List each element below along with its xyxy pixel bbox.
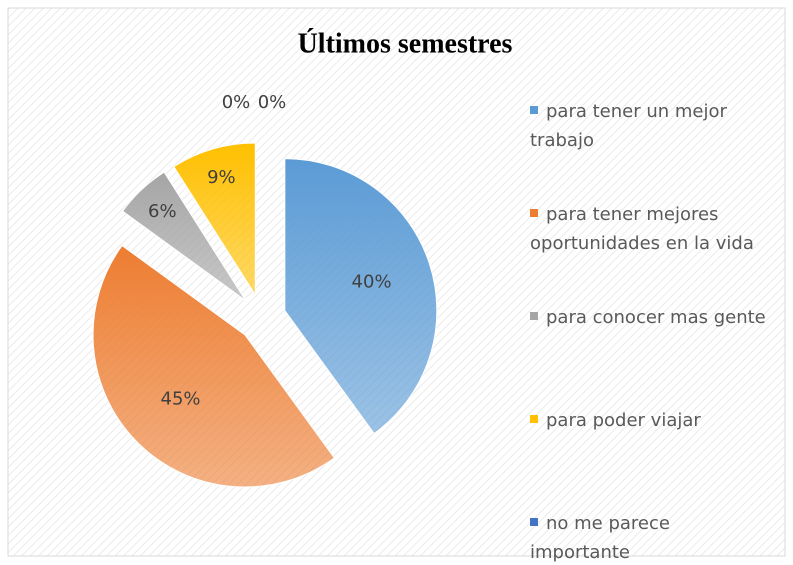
legend-swatch	[530, 209, 538, 217]
data-label: 45%	[161, 388, 201, 409]
legend-entry: para tener mejores oportunidades en la v…	[530, 200, 770, 258]
pie-slice	[173, 142, 256, 297]
pie-slice	[92, 244, 336, 488]
pie-slice	[284, 158, 438, 435]
data-label: 6%	[148, 201, 177, 222]
legend-label: para tener mejores oportunidades en la v…	[530, 204, 754, 254]
legend-label: para conocer mas gente	[546, 307, 766, 328]
legend-entry: no me parece importante	[530, 509, 770, 565]
data-label: 40%	[352, 271, 392, 292]
pie-slice	[121, 171, 246, 301]
legend-swatch	[530, 415, 538, 423]
legend-swatch	[530, 518, 538, 526]
legend-label: para poder viajar	[546, 410, 701, 431]
legend-label: no me parece importante	[530, 513, 670, 563]
legend-swatch	[530, 312, 538, 320]
legend-entry: para conocer mas gente	[530, 303, 770, 332]
chart-title: Últimos semestres	[298, 28, 513, 59]
legend-label: para tener un mejor trabajo	[530, 101, 727, 151]
data-label: 0%	[222, 92, 251, 113]
data-label: 0%	[258, 92, 287, 113]
legend-entry: para poder viajar	[530, 406, 770, 435]
legend-entry: para tener un mejor trabajo	[530, 97, 770, 155]
data-label: 9%	[207, 167, 236, 188]
legend-swatch	[530, 106, 538, 114]
